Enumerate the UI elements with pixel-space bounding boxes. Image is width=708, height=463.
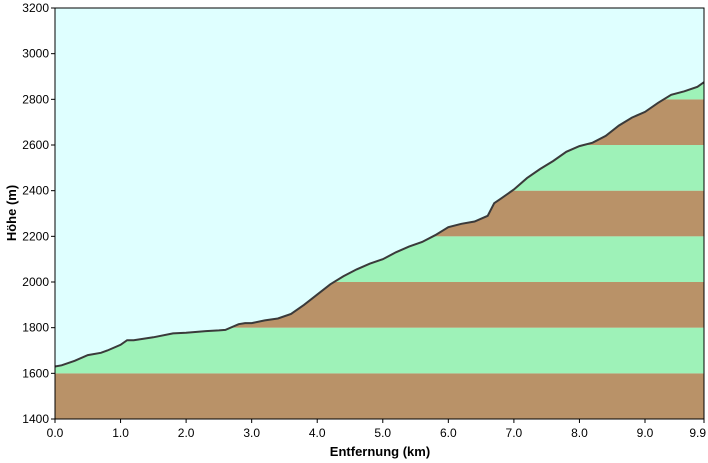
y-axis-title: Höhe (m) <box>4 185 19 241</box>
x-tick-label: 8.0 <box>571 426 588 440</box>
x-tick-label: 2.0 <box>178 426 195 440</box>
y-tick-label: 1800 <box>22 321 49 335</box>
y-tick-label: 3000 <box>22 47 49 61</box>
plot-frame <box>54 7 705 420</box>
y-tick-label: 2000 <box>22 275 49 289</box>
y-tick-label: 3200 <box>22 1 49 15</box>
x-axis-ticks: 0.0 1.0 2.0 3.0 4.0 5.0 6.0 7.0 8.0 9.0 9.9 <box>47 419 706 440</box>
elevation-band <box>55 373 704 419</box>
x-tick-label: 1.0 <box>112 426 129 440</box>
y-tick-label: 1600 <box>22 366 49 380</box>
x-tick-label: 4.0 <box>309 426 326 440</box>
y-tick-label: 1400 <box>22 412 49 426</box>
y-tick-label: 2600 <box>22 138 49 152</box>
y-axis-ticks: 1400 1600 1800 2000 2200 2400 2600 2800 3000 3200 <box>22 1 55 426</box>
x-tick-label: 3.0 <box>243 426 260 440</box>
x-tick-label: 0.0 <box>47 426 64 440</box>
profile-line <box>54 81 705 368</box>
x-tick-label: 7.0 <box>506 426 523 440</box>
x-tick-label: 9.9 <box>689 426 706 440</box>
y-tick-label: 2400 <box>22 184 49 198</box>
y-tick-label: 2200 <box>22 229 49 243</box>
x-tick-label: 9.0 <box>637 426 654 440</box>
y-tick-label: 2800 <box>22 92 49 106</box>
x-tick-label: 6.0 <box>440 426 457 440</box>
x-tick-label: 5.0 <box>374 426 391 440</box>
x-axis-title: Entfernung (km) <box>330 444 430 459</box>
